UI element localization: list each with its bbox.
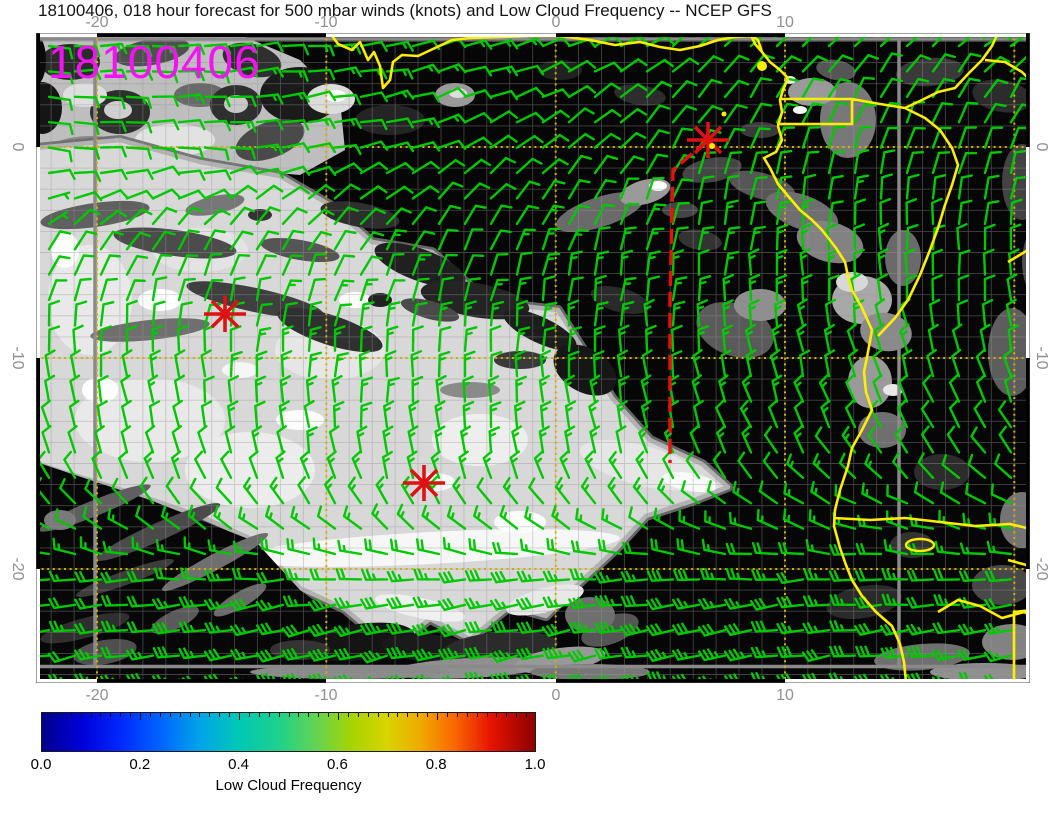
colorbar-title: Low Cloud Frequency: [215, 777, 362, 794]
map-plot-svg: [36, 33, 1030, 683]
waypoint-marker: [687, 122, 729, 158]
bottom-axis-tick-label: -20: [85, 687, 109, 704]
colorbar-minor-tick: [526, 713, 528, 717]
colorbar-minor-tick: [159, 713, 161, 717]
colorbar-minor-tick: [367, 713, 369, 717]
lake-outline: [904, 537, 936, 553]
colorbar-minor-tick: [278, 713, 280, 717]
colorbar-minor-tick: [437, 713, 438, 720]
colorbar-tick-label: 0.4: [228, 756, 250, 773]
colorbar-minor-tick: [209, 713, 211, 717]
right-axis-tick-label: -20: [1033, 557, 1050, 581]
colorbar-minor-tick: [80, 713, 82, 717]
colorbar-minor-tick: [120, 713, 122, 717]
colorbar-minor-tick: [387, 713, 389, 717]
waypoint-marker: [403, 465, 445, 501]
colorbar-gradient: [41, 712, 536, 752]
colorbar-minor-tick: [60, 713, 62, 717]
colorbar-minor-tick: [130, 713, 132, 717]
colorbar: [41, 712, 536, 752]
colorbar-minor-tick: [308, 713, 310, 717]
colorbar-minor-tick: [377, 713, 379, 717]
colorbar-minor-tick: [258, 713, 260, 717]
colorbar-tick-label: 1.0: [524, 756, 546, 773]
island-dot: [757, 61, 767, 71]
page-title: 18100406, 018 hour forecast for 500 mbar…: [38, 1, 772, 20]
top-axis-tick-label: 0: [551, 14, 561, 31]
colorbar-minor-tick: [50, 713, 52, 717]
colorbar-minor-tick: [347, 713, 349, 717]
colorbar-minor-tick: [100, 713, 102, 717]
colorbar-minor-tick: [268, 713, 270, 717]
bottom-axis-tick-label: 10: [776, 687, 794, 704]
island-dot: [721, 111, 727, 117]
colorbar-minor-tick: [496, 713, 498, 717]
colorbar-minor-tick: [417, 713, 419, 717]
waypoint-marker: [204, 296, 246, 332]
top-axis-tick-label: -10: [314, 14, 338, 31]
colorbar-minor-tick: [427, 713, 429, 717]
left-axis-tick-label: 0: [9, 142, 26, 152]
bottom-axis-tick-label: 0: [551, 687, 561, 704]
colorbar-minor-tick: [110, 713, 112, 717]
colorbar-minor-tick: [140, 713, 141, 720]
colorbar-minor-tick: [248, 713, 250, 717]
colorbar-minor-tick: [486, 713, 488, 717]
colorbar-minor-tick: [506, 713, 508, 717]
right-axis-tick-label: -10: [1033, 346, 1050, 370]
colorbar-minor-tick: [328, 713, 330, 717]
colorbar-minor-tick: [90, 713, 92, 717]
colorbar-minor-tick: [219, 713, 221, 717]
top-axis-tick-label: 10: [776, 14, 794, 31]
colorbar-tick-label: 0.2: [129, 756, 151, 773]
colorbar-minor-tick: [288, 713, 290, 717]
colorbar-tick-label: 0.8: [425, 756, 447, 773]
colorbar-tick-label: 0.6: [326, 756, 348, 773]
map-canvas: 18100406: [36, 33, 1030, 683]
colorbar-minor-tick: [397, 713, 399, 717]
bottom-axis-tick-label: -10: [314, 687, 338, 704]
colorbar-minor-tick: [229, 713, 231, 717]
colorbar-minor-tick: [466, 713, 468, 717]
colorbar-minor-tick: [456, 713, 458, 717]
colorbar-minor-tick: [446, 713, 448, 717]
colorbar-minor-tick: [189, 713, 191, 717]
colorbar-minor-tick: [179, 713, 181, 717]
timestamp-overlay: 18100406: [48, 36, 261, 88]
colorbar-minor-tick: [338, 713, 339, 720]
colorbar-minor-tick: [239, 713, 240, 720]
left-axis-tick-label: -20: [9, 557, 26, 581]
island-dot: [709, 143, 715, 149]
colorbar-minor-tick: [476, 713, 478, 717]
colorbar-minor-tick: [169, 713, 171, 717]
colorbar-minor-tick: [298, 713, 300, 717]
colorbar-minor-tick: [318, 713, 320, 717]
colorbar-minor-tick: [407, 713, 409, 717]
colorbar-minor-tick: [70, 713, 72, 717]
colorbar-minor-tick: [199, 713, 201, 717]
colorbar-minor-tick: [516, 713, 518, 717]
top-axis-tick-label: -20: [85, 14, 109, 31]
right-axis-tick-label: 0: [1033, 142, 1050, 152]
colorbar-minor-tick: [357, 713, 359, 717]
left-axis-tick-label: -10: [9, 346, 26, 370]
colorbar-tick-label: 0.0: [30, 756, 52, 773]
colorbar-minor-tick: [149, 713, 151, 717]
track-line: [668, 138, 710, 463]
